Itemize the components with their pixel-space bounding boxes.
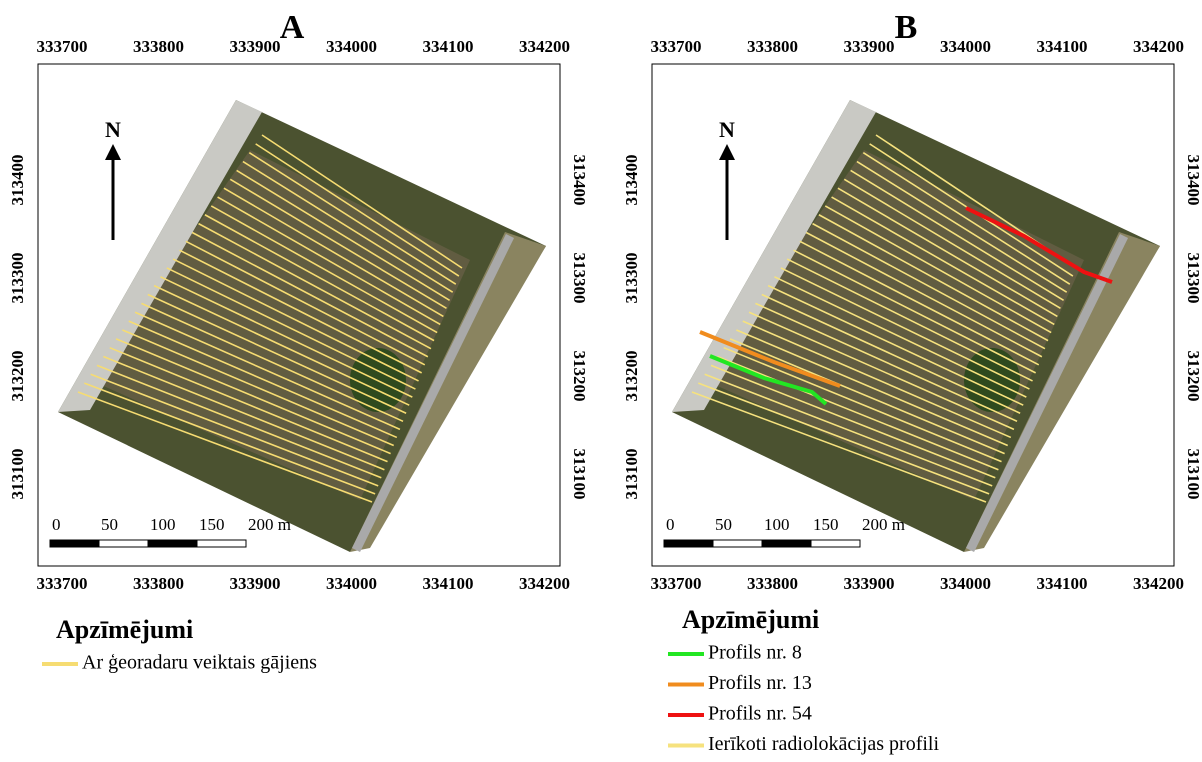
north-label: N <box>719 117 735 142</box>
legend-label: Profils nr. 13 <box>708 672 812 694</box>
y-tick-label: 313200 <box>8 351 27 402</box>
x-tick-label: 333900 <box>844 574 895 593</box>
y-tick-label: 313400 <box>622 155 641 206</box>
y-tick-label: 313400 <box>570 155 589 206</box>
scale-label: 100 <box>150 515 176 534</box>
scale-label: 200 m <box>248 515 291 534</box>
scale-segment <box>713 540 762 547</box>
y-tick-label: 313100 <box>570 449 589 500</box>
x-tick-label: 333700 <box>651 37 702 56</box>
y-tick-label: 313400 <box>1184 155 1202 206</box>
x-tick-label: 334100 <box>423 574 474 593</box>
scale-segment <box>664 540 713 547</box>
scale-segment <box>762 540 811 547</box>
x-tick-label: 333700 <box>651 574 702 593</box>
x-tick-label: 334000 <box>940 37 991 56</box>
scale-label: 150 <box>199 515 225 534</box>
panel-title: B <box>895 9 918 46</box>
map-panel: B N 0 50 100 150 200 m 333700 333800 333900 334000… <box>622 9 1202 755</box>
scale-label: 200 m <box>862 515 905 534</box>
scale-segment <box>148 540 197 547</box>
x-tick-label: 333700 <box>37 574 88 593</box>
x-tick-label: 334200 <box>1133 574 1184 593</box>
scale-label: 0 <box>666 515 675 534</box>
x-tick-label: 334100 <box>1037 574 1088 593</box>
legend-title: Apzīmējumi <box>56 615 193 644</box>
y-tick-label: 313100 <box>1184 449 1202 500</box>
scale-label: 0 <box>52 515 61 534</box>
legend-title: Apzīmējumi <box>682 605 819 634</box>
scale-segment <box>99 540 148 547</box>
x-tick-label: 334100 <box>423 37 474 56</box>
x-tick-label: 334000 <box>940 574 991 593</box>
scale-label: 100 <box>764 515 790 534</box>
scale-label: 50 <box>101 515 118 534</box>
x-tick-label: 334000 <box>326 37 377 56</box>
x-tick-label: 334200 <box>519 37 570 56</box>
x-tick-label: 333900 <box>230 37 281 56</box>
x-tick-label: 334200 <box>1133 37 1184 56</box>
panel-title: A <box>280 9 305 46</box>
scale-segment <box>50 540 99 547</box>
x-tick-label: 333900 <box>844 37 895 56</box>
y-tick-label: 313100 <box>8 449 27 500</box>
legend-label: Profils nr. 8 <box>708 642 802 664</box>
y-tick-label: 313200 <box>1184 351 1202 402</box>
legend-label: Ar ģeoradaru veiktais gājiens <box>82 652 317 674</box>
y-tick-label: 313100 <box>622 449 641 500</box>
x-tick-label: 334200 <box>519 574 570 593</box>
x-tick-label: 333800 <box>747 574 798 593</box>
x-tick-label: 333700 <box>37 37 88 56</box>
y-tick-label: 313200 <box>622 351 641 402</box>
y-tick-label: 313300 <box>570 253 589 304</box>
x-tick-label: 333800 <box>133 574 184 593</box>
x-tick-label: 334000 <box>326 574 377 593</box>
legend-label: Ierīkoti radiolokācijas profili <box>708 733 939 755</box>
north-label: N <box>105 117 121 142</box>
legend-label: Profils nr. 54 <box>708 703 812 725</box>
y-tick-label: 313400 <box>8 155 27 206</box>
x-tick-label: 333900 <box>230 574 281 593</box>
x-tick-label: 333800 <box>747 37 798 56</box>
y-tick-label: 313300 <box>622 253 641 304</box>
scale-segment <box>811 540 860 547</box>
scale-segment <box>197 540 246 547</box>
map-panel: A N 0 50 100 150 200 m 333700 333800 333900 334000… <box>8 9 589 674</box>
x-tick-label: 333800 <box>133 37 184 56</box>
y-tick-label: 313200 <box>570 351 589 402</box>
y-tick-label: 313300 <box>8 253 27 304</box>
figure: A N 0 50 100 150 200 m 333700 333800 333900 334000… <box>0 0 1202 762</box>
scale-label: 50 <box>715 515 732 534</box>
y-tick-label: 313300 <box>1184 253 1202 304</box>
x-tick-label: 334100 <box>1037 37 1088 56</box>
scale-label: 150 <box>813 515 839 534</box>
